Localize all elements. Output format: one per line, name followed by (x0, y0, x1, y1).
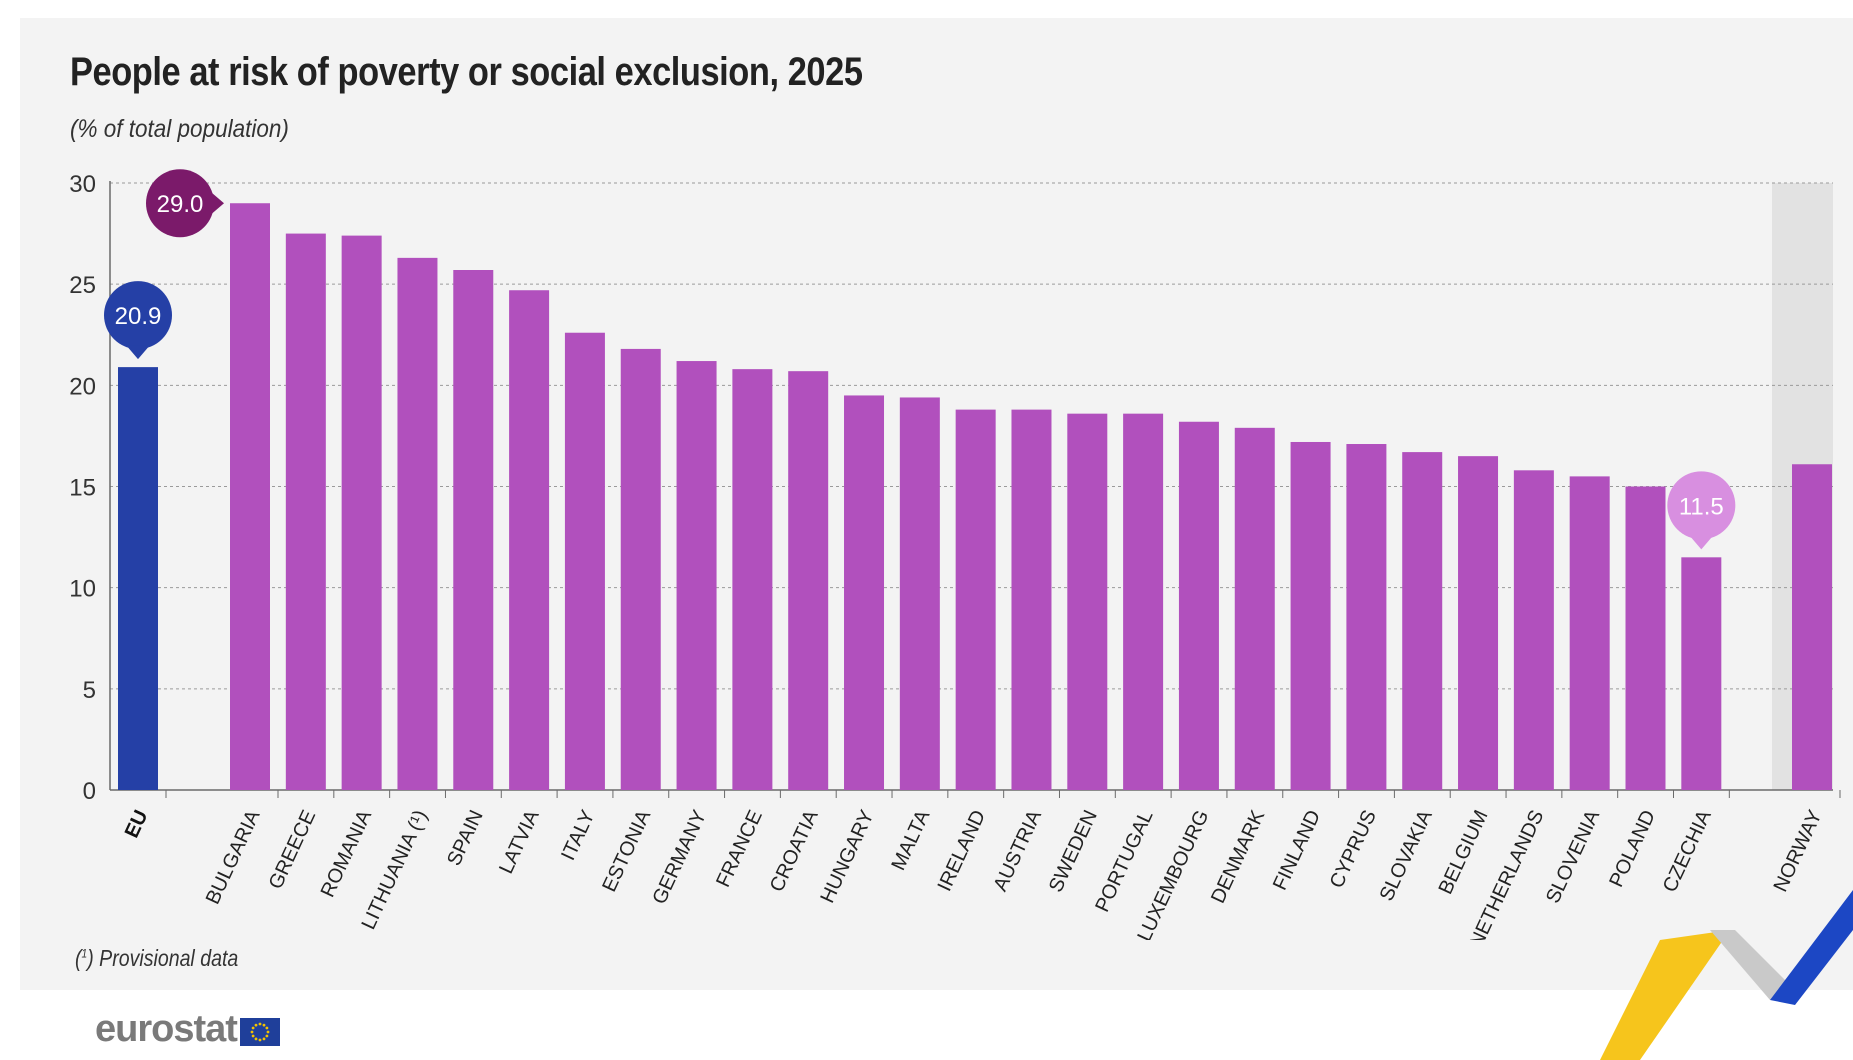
x-tick-label: EU (121, 807, 153, 841)
bar-netherlands (1513, 470, 1554, 790)
x-tick-label: DENMARK (1207, 806, 1269, 907)
x-tick-label: FINLAND (1269, 807, 1325, 894)
chart-subtitle: (% of total population) (70, 115, 289, 143)
bar-slovakia (1402, 452, 1443, 790)
x-tick-label: IRELAND (934, 807, 991, 895)
x-tick-label: GERMANY (648, 807, 711, 908)
bar-romania (341, 235, 382, 790)
x-tick-label: AUSTRIA (989, 806, 1046, 894)
data-label-eu: 20.9 (115, 303, 162, 330)
footnote-marker: 1 (81, 946, 88, 961)
data-label-czechia: 11.5 (1679, 493, 1724, 520)
callout-bubble (104, 281, 172, 350)
y-tick-label: 25 (69, 272, 96, 299)
bar-greece (285, 233, 326, 791)
callout-bubble (1667, 471, 1736, 540)
x-tick-label: BULGARIA (202, 806, 265, 908)
x-tick-label: ESTONIA (598, 806, 655, 895)
bar-malta (899, 397, 940, 790)
x-tick-label: HUNGARY (816, 807, 878, 907)
callout-pointer (1689, 535, 1714, 550)
y-tick-label: 5 (83, 677, 96, 704)
x-tick-label: ITALY (557, 807, 599, 864)
x-tick-label: SLOVAKIA (1376, 806, 1437, 904)
x-tick-label: SPAIN (443, 807, 488, 869)
footnote: (1) Provisional data (75, 945, 239, 971)
bar-denmark (1234, 427, 1275, 790)
y-tick-label: 15 (69, 475, 96, 502)
y-tick-label: 10 (69, 576, 96, 603)
y-tick-label: 20 (69, 373, 96, 400)
x-tick-label: BELGIUM (1435, 807, 1493, 898)
bar-finland (1290, 441, 1331, 790)
x-tick-label: CYPRUS (1326, 807, 1381, 892)
x-tick-label: PORTUGAL (1091, 807, 1157, 916)
callout-pointer (210, 191, 224, 216)
x-tick-label: MALTA (888, 806, 935, 874)
ribbon-grey (1710, 930, 1795, 1000)
bar-spain (453, 270, 494, 791)
bar-czechia (1681, 557, 1722, 790)
y-tick-label: 0 (83, 778, 96, 805)
x-tick-label: FRANCE (712, 807, 767, 891)
bar-hungary (844, 395, 885, 790)
bar-slovenia (1569, 476, 1610, 790)
footnote-text: Provisional data (99, 945, 239, 971)
bar-sweden (1067, 413, 1108, 790)
bar-luxembourg (1178, 421, 1219, 790)
x-tick-label: GREECE (265, 807, 321, 893)
x-tick-label: SWEDEN (1045, 807, 1102, 896)
logo-text: eurostat (95, 1008, 238, 1050)
bar-germany (676, 361, 717, 790)
y-tick-label: 30 (69, 171, 96, 198)
bar-italy (564, 332, 605, 790)
bar-croatia (788, 371, 829, 790)
bar-ireland (955, 409, 996, 790)
bar-belgium (1458, 456, 1499, 790)
bar-latvia (509, 290, 550, 790)
eu-flag-icon (239, 1017, 280, 1046)
bar-norway (1792, 464, 1832, 790)
x-tick-label: CROATIA (766, 806, 823, 895)
ribbon-blue (1770, 890, 1853, 1005)
bar-estonia (620, 348, 661, 790)
decorative-ribbon (1600, 890, 1853, 1060)
callout-bubble (146, 169, 214, 238)
bar-austria (1011, 409, 1052, 790)
bar-bulgaria (230, 203, 270, 790)
ribbon-yellow (1600, 930, 1730, 1060)
x-tick-label: SLOVENIA (1542, 806, 1604, 907)
x-tick-label: LATVIA (495, 806, 544, 877)
callout-pointer (126, 345, 150, 360)
chart-title: People at risk of poverty or social excl… (70, 50, 863, 94)
bar-france (732, 369, 773, 790)
data-label-bulgaria: 29.0 (157, 191, 204, 218)
bar-eu (118, 367, 158, 790)
bar-portugal (1123, 413, 1164, 790)
bar-lithuania (397, 257, 438, 790)
eurostat-logo: eurostat (95, 1008, 280, 1051)
bar-cyprus (1346, 444, 1387, 790)
bar-poland (1625, 486, 1666, 790)
x-tick-label: ROMANIA (317, 806, 377, 900)
